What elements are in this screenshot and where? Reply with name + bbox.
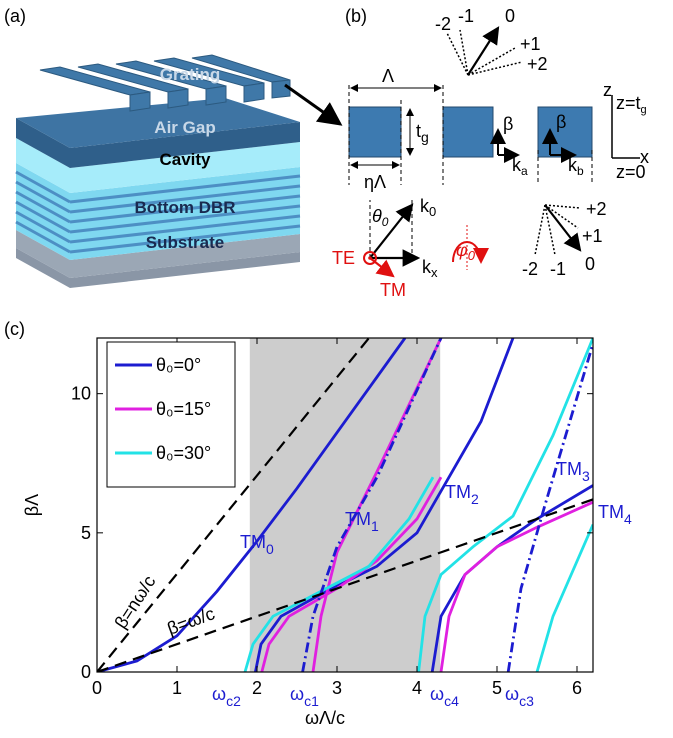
panel-label: (c) bbox=[4, 319, 25, 339]
x-axis-label: ωΛ/c bbox=[305, 708, 345, 728]
annotation-main: ω bbox=[290, 684, 304, 704]
legend-label: θ₀=0° bbox=[156, 355, 201, 375]
fill-width-label: ηΛ bbox=[364, 172, 386, 192]
annotation-sub: c1 bbox=[304, 693, 319, 709]
beta-label: β bbox=[556, 112, 566, 132]
annotation: ωc4 bbox=[430, 684, 459, 709]
label-sub: x bbox=[431, 265, 438, 280]
k0-label: k0 bbox=[420, 196, 436, 219]
order-label: 0 bbox=[505, 6, 515, 26]
panel-label: (a) bbox=[4, 6, 26, 26]
x-tick-label: 4 bbox=[412, 678, 422, 698]
annotation-main: ω bbox=[212, 684, 226, 704]
order-label: -1 bbox=[458, 6, 474, 26]
label-sub: 0 bbox=[468, 248, 476, 263]
label-sub: g bbox=[421, 129, 429, 145]
order-label: +1 bbox=[582, 226, 603, 246]
panel-label: (b) bbox=[345, 6, 367, 26]
y-tick-label: 10 bbox=[71, 384, 91, 404]
thickness-label: tg bbox=[416, 121, 429, 145]
layer-label: Grating bbox=[160, 65, 220, 84]
z-bottom-label: z=0 bbox=[616, 162, 646, 182]
annotation: ωc2 bbox=[212, 684, 241, 709]
ka-label: ka bbox=[512, 155, 528, 178]
order-label: +2 bbox=[586, 199, 607, 219]
x-tick-label: 6 bbox=[572, 678, 582, 698]
annotation: TM4 bbox=[598, 502, 632, 527]
label-sub: 0 bbox=[382, 215, 389, 229]
y-tick-label: 0 bbox=[81, 662, 91, 682]
order-label: 0 bbox=[585, 254, 595, 274]
x-tick-label: 3 bbox=[332, 678, 342, 698]
annotation-sub: c3 bbox=[519, 693, 534, 709]
axis-label: z bbox=[603, 80, 612, 100]
order-label: +2 bbox=[527, 54, 548, 74]
annotation-main: TM bbox=[556, 459, 582, 479]
z-top-label: z=tg bbox=[616, 93, 647, 116]
label-sub: 0 bbox=[429, 204, 436, 219]
annotation-sub: c2 bbox=[226, 693, 241, 709]
annotation-main: TM bbox=[240, 532, 266, 552]
x-tick-label: 0 bbox=[92, 678, 102, 698]
order-label: -2 bbox=[522, 259, 538, 279]
annotation: ωc1 bbox=[290, 684, 319, 709]
annotation: TM3 bbox=[556, 459, 590, 484]
beta-label: β bbox=[503, 114, 513, 134]
y-axis-label: βΛ bbox=[22, 494, 42, 516]
tm-label: TM bbox=[380, 280, 406, 300]
order-label: -1 bbox=[550, 259, 566, 279]
theta-label: θ0 bbox=[372, 206, 389, 229]
layer-label: Air Gap bbox=[154, 118, 215, 137]
annotation-main: ω bbox=[505, 684, 519, 704]
annotation: β=nω/c bbox=[111, 572, 160, 632]
panel-b: (b) Λ tg ηΛ β β ka kb z x z=tg z=0 -2 -1… bbox=[332, 6, 649, 300]
annotation-sub: c4 bbox=[444, 693, 459, 709]
annotation: TM2 bbox=[445, 482, 479, 507]
x-tick-label: 2 bbox=[252, 678, 262, 698]
label-main: z=t bbox=[616, 93, 641, 113]
order-label: -2 bbox=[435, 14, 451, 34]
te-label: TE bbox=[332, 248, 355, 268]
annotation-main: ω bbox=[430, 684, 444, 704]
label-sub: b bbox=[577, 164, 584, 178]
label-main: φ bbox=[456, 240, 468, 260]
annotation-sub: 0 bbox=[266, 541, 274, 557]
label-sub: a bbox=[521, 164, 528, 178]
period-label: Λ bbox=[382, 66, 394, 86]
layer-label: Bottom DBR bbox=[134, 198, 235, 217]
figure: (a) Grating Air Gap Cavity Bottom DBR Su… bbox=[0, 0, 673, 738]
annotation-sub: 1 bbox=[371, 518, 379, 534]
kb-label: kb bbox=[568, 155, 584, 178]
label-main: θ bbox=[372, 206, 382, 226]
layer-label: Substrate bbox=[146, 233, 224, 252]
x-tick-label: 1 bbox=[172, 678, 182, 698]
legend-label: θ₀=30° bbox=[156, 443, 211, 463]
label-sub: g bbox=[641, 104, 647, 116]
legend-label: θ₀=15° bbox=[156, 399, 211, 419]
y-tick-label: 5 bbox=[81, 523, 91, 543]
order-label: +1 bbox=[520, 34, 541, 54]
x-tick-label: 5 bbox=[492, 678, 502, 698]
annotation-main: TM bbox=[598, 502, 624, 522]
annotation-main: β=nω/c bbox=[111, 572, 160, 632]
panel-a: (a) Grating Air Gap Cavity Bottom DBR Su… bbox=[4, 6, 340, 288]
annotation-main: TM bbox=[445, 482, 471, 502]
kx-label: kx bbox=[422, 257, 438, 280]
layer-label: Cavity bbox=[159, 150, 211, 169]
annotation-sub: 4 bbox=[624, 511, 632, 527]
annotation-sub: 3 bbox=[582, 468, 590, 484]
annotation-main: TM bbox=[345, 509, 371, 529]
annotation: ωc3 bbox=[505, 684, 534, 709]
annotation-sub: 2 bbox=[471, 491, 479, 507]
